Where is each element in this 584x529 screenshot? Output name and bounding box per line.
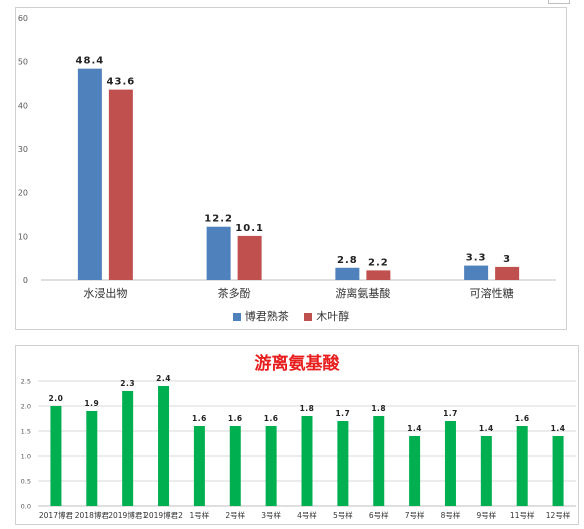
bar: [464, 265, 489, 280]
bar: [366, 270, 391, 280]
x-tick-label: 1号样: [190, 510, 210, 520]
x-tick-label: 7号样: [405, 510, 425, 520]
bar: [495, 266, 520, 280]
bar: [480, 436, 492, 506]
x-tick-label: 4号样: [297, 510, 317, 520]
bar: [229, 426, 241, 506]
y-tick-label: 50: [18, 58, 28, 67]
bar: [108, 89, 133, 280]
x-tick-label: 12号样: [546, 510, 571, 520]
legend: 博君熟茶 木叶醇: [16, 308, 566, 324]
x-tick-label: 2019博君2: [144, 510, 183, 520]
bar: [206, 226, 231, 280]
x-tick-label: 游离氨基酸: [335, 286, 390, 300]
y-tick-label: 0.5: [21, 478, 31, 486]
legend-swatch-series-2: [304, 313, 313, 321]
legend-swatch-series-1: [232, 313, 241, 321]
data-label: 10.1: [235, 223, 264, 234]
frame-corner: [548, 0, 570, 4]
bar: [335, 267, 360, 280]
data-label: 2.8: [337, 255, 358, 266]
x-tick-label: 3号样: [261, 510, 281, 520]
y-tick-label: 2.5: [21, 378, 31, 386]
x-tick-label: 可溶性糖: [470, 286, 514, 300]
data-label: 1.9: [84, 399, 99, 408]
x-tick-label: 2号样: [225, 510, 245, 520]
bar: [50, 406, 62, 506]
data-label: 2.4: [156, 374, 171, 383]
x-tick-label: 2017博君: [39, 510, 74, 520]
x-tick-label: 水浸出物: [83, 286, 127, 300]
bar: [193, 426, 205, 506]
data-label: 1.4: [479, 424, 494, 433]
bar: [301, 416, 313, 506]
legend-item-series-1: 博君熟茶: [232, 308, 289, 324]
data-label: 1.6: [192, 414, 207, 423]
chart-panel-amino-acids: 游离氨基酸 0.0 0.5 1.0 1.5 2.0 2.5 2.0 2017博君 1.9 2018…: [15, 345, 579, 525]
data-label: 3: [503, 254, 511, 265]
x-tick-label: 2019博君1: [108, 510, 147, 520]
data-label: 2.2: [368, 257, 389, 268]
chart-title: 游离氨基酸: [254, 354, 340, 374]
data-label: 1.7: [443, 409, 458, 418]
y-tick-label: 0.0: [21, 503, 31, 511]
data-label: 2.3: [120, 379, 135, 388]
y-tick-label: 2.0: [21, 403, 31, 411]
x-tick-label: 6号样: [369, 510, 389, 520]
amino-acid-bar-chart: 0.0 0.5 1.0 1.5 2.0 2.5 2.0 2017博君 1.9 2018博君 2.3 2…: [21, 374, 576, 520]
data-label: 2.0: [49, 394, 64, 403]
x-tick-label: 5号样: [333, 510, 353, 520]
y-tick-label: 0: [23, 276, 28, 285]
legend-item-series-2: 木叶醇: [304, 308, 349, 324]
bar: [337, 421, 349, 506]
y-tick-label: 60: [18, 14, 28, 23]
legend-label-series-2: 木叶醇: [316, 310, 350, 323]
y-tick-label: 40: [18, 101, 28, 110]
data-label: 48.4: [76, 56, 105, 67]
data-label: 1.6: [228, 414, 243, 423]
bar: [552, 436, 564, 506]
y-tick-label: 30: [18, 145, 28, 154]
chart-panel-composition: 0 10 20 30 40 50 60 48.4 43.6 水浸出物 12.2 10.1 茶多酚 2.8 2…: [15, 7, 567, 330]
x-tick-label: 8号样: [441, 510, 461, 520]
bar: [122, 391, 134, 506]
composition-bar-chart: 0 10 20 30 40 50 60 48.443.6 水浸出物 12.210.1 茶多酚 2.8 2…: [18, 14, 556, 300]
x-tick-label: 茶多酚: [218, 286, 251, 300]
bar: [237, 235, 262, 280]
data-label: 1.6: [515, 414, 530, 423]
data-label: 1.8: [371, 404, 386, 413]
y-tick-label: 20: [18, 189, 28, 198]
data-label: 43.6: [107, 77, 136, 88]
bar: [409, 436, 421, 506]
bar: [158, 386, 170, 506]
bar: [77, 68, 102, 280]
data-label: 1.4: [407, 424, 422, 433]
x-tick-label: 2018博君: [75, 510, 110, 520]
data-label: 3.3: [466, 253, 487, 264]
x-tick-label: 9号样: [476, 510, 496, 520]
bar: [444, 421, 456, 506]
data-label: 1.6: [264, 414, 279, 423]
bar: [86, 411, 98, 506]
data-label: 1.8: [300, 404, 315, 413]
data-label: 1.4: [551, 424, 566, 433]
data-label: 1.7: [335, 409, 350, 418]
data-label: 12.2: [204, 214, 233, 225]
y-tick-label: 1.5: [21, 428, 31, 436]
bar: [516, 426, 528, 506]
x-tick-label: 11号样: [510, 510, 535, 520]
y-tick-label: 1.0: [21, 453, 31, 461]
legend-label-series-1: 博君熟茶: [244, 310, 289, 323]
y-tick-label: 10: [18, 232, 28, 241]
bar: [265, 426, 277, 506]
bar: [373, 416, 385, 506]
